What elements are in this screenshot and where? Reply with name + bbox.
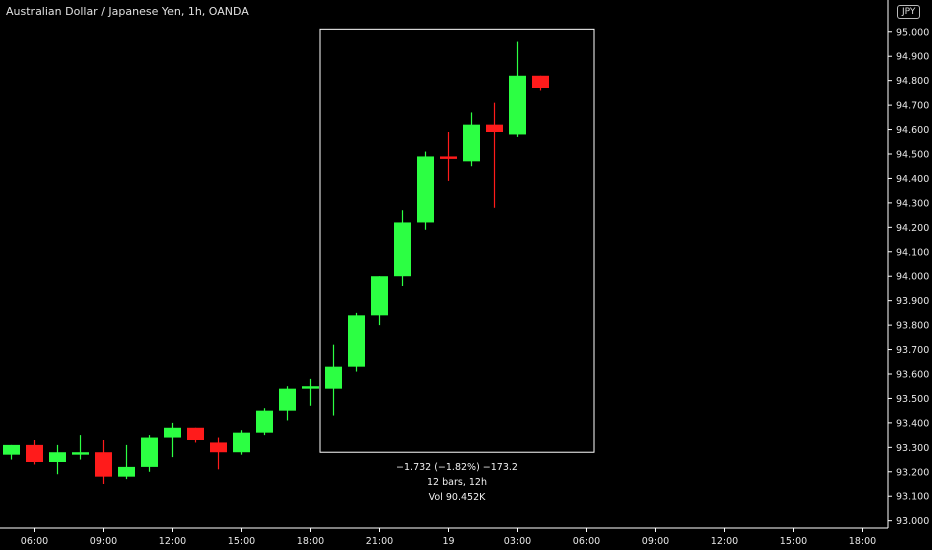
price-tick-label: 93.500: [896, 394, 929, 405]
time-tick-label: 21:00: [366, 536, 393, 547]
candle-body: [302, 386, 319, 389]
candle-body: [371, 276, 388, 316]
candle[interactable]: [72, 435, 89, 460]
candle[interactable]: [394, 210, 411, 286]
candle-body: [210, 442, 227, 453]
candle-body: [440, 156, 457, 159]
candle-body: [348, 315, 365, 367]
candle-body: [233, 432, 250, 453]
time-tick-label: 18:00: [849, 536, 876, 547]
candle[interactable]: [233, 430, 250, 455]
price-tick-label: 93.700: [896, 345, 929, 356]
measurement-volume: Vol 90.452K: [429, 492, 486, 503]
price-tick-label: 94.500: [896, 150, 929, 161]
candle[interactable]: [325, 344, 342, 416]
measurement-bars: 12 bars, 12h: [427, 477, 487, 488]
price-tick-label: 93.300: [896, 443, 929, 454]
candle-body: [394, 222, 411, 277]
candle[interactable]: [348, 312, 365, 372]
candle[interactable]: [486, 102, 503, 208]
price-tick-label: 94.300: [896, 198, 929, 209]
price-tick-label: 94.700: [896, 101, 929, 112]
time-tick-label: 15:00: [228, 536, 255, 547]
candle[interactable]: [49, 444, 66, 475]
price-tick-label: 94.900: [896, 52, 929, 63]
price-tick-label: 95.000: [896, 27, 929, 38]
chart-title: Australian Dollar / Japanese Yen, 1h, OA…: [6, 5, 249, 18]
time-tick-label: 19: [442, 536, 454, 547]
candle[interactable]: [95, 440, 112, 484]
price-axis[interactable]: 93.000 93.100 93.200 93.300 93.400 93.500 93.6…: [887, 0, 929, 528]
candle[interactable]: [187, 427, 204, 443]
candle[interactable]: [141, 435, 158, 472]
price-tick-label: 94.200: [896, 223, 929, 234]
time-tick-label: 15:00: [780, 536, 807, 547]
time-tick-label: 18:00: [297, 536, 324, 547]
time-tick-label: 09:00: [90, 536, 117, 547]
currency-badge[interactable]: JPY: [897, 5, 921, 19]
candle[interactable]: [371, 276, 388, 326]
candle-body: [26, 444, 43, 462]
price-tick-label: 93.800: [896, 321, 929, 332]
price-tick-label: 94.400: [896, 174, 929, 185]
candle-body: [279, 388, 296, 411]
time-tick-label: 06:00: [573, 536, 600, 547]
time-axis[interactable]: 06:00 09:00 12:00 15:00 18:00 21:00 19 03:00 06:…: [0, 527, 888, 547]
price-tick-label: 93.100: [896, 492, 929, 503]
candle-body: [3, 444, 20, 455]
candle-series: [3, 41, 549, 484]
candle-body: [256, 410, 273, 433]
candle[interactable]: [256, 408, 273, 436]
price-tick-label: 93.200: [896, 467, 929, 478]
time-tick-label: 09:00: [642, 536, 669, 547]
candle-body: [187, 427, 204, 440]
time-tick-label: 12:00: [711, 536, 738, 547]
candle-body: [509, 75, 526, 135]
candle-body: [463, 124, 480, 162]
candle[interactable]: [302, 378, 319, 406]
measurement-box[interactable]: [319, 28, 595, 453]
candle[interactable]: [118, 444, 135, 480]
price-tick-label: 93.900: [896, 296, 929, 307]
candle[interactable]: [3, 444, 20, 460]
candle-body: [325, 366, 342, 389]
candle-body: [486, 124, 503, 132]
candle-body: [118, 466, 135, 477]
candle-body: [532, 75, 549, 88]
candle[interactable]: [210, 437, 227, 470]
candle[interactable]: [417, 151, 434, 230]
price-tick-label: 93.400: [896, 418, 929, 429]
candle[interactable]: [279, 386, 296, 421]
candle-body: [417, 156, 434, 223]
measurement-change: −1.732 (−1.82%) −173.2: [396, 462, 518, 473]
candle[interactable]: [509, 41, 526, 137]
candle-body: [49, 452, 66, 462]
candle[interactable]: [26, 440, 43, 465]
price-tick-label: 94.100: [896, 247, 929, 258]
measurement-layer: −1.732 (−1.82%) −173.2 12 bars, 12h Vol …: [319, 28, 595, 503]
candle[interactable]: [463, 112, 480, 167]
candle[interactable]: [532, 75, 549, 91]
time-tick-label: 12:00: [159, 536, 186, 547]
time-tick-label: 06:00: [21, 536, 48, 547]
candle-body: [72, 452, 89, 455]
candle[interactable]: [440, 132, 457, 181]
candle-body: [141, 437, 158, 467]
candle-body: [164, 427, 181, 438]
price-tick-label: 94.800: [896, 76, 929, 87]
price-tick-label: 94.000: [896, 272, 929, 283]
price-tick-label: 93.600: [896, 370, 929, 381]
candle-body: [95, 452, 112, 477]
price-tick-label: 94.600: [896, 125, 929, 136]
time-tick-label: 03:00: [504, 536, 531, 547]
candle[interactable]: [164, 422, 181, 458]
price-tick-label: 93.000: [896, 516, 929, 527]
